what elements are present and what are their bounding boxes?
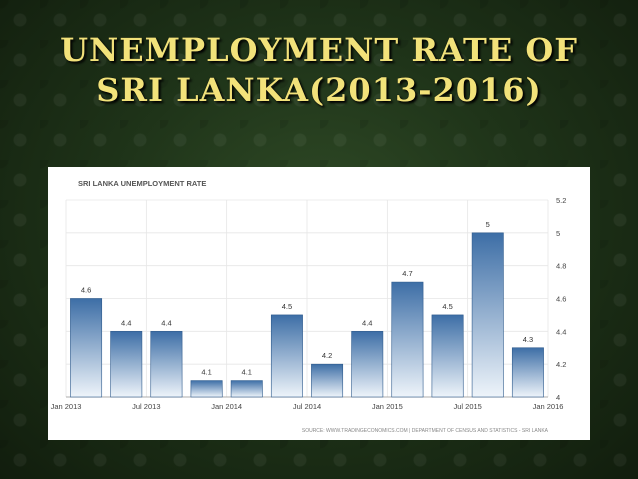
chart-title: SRI LANKA UNEMPLOYMENT RATE — [78, 179, 206, 188]
x-tick-label: Jan 2016 — [533, 402, 564, 411]
bar-value-label: 4.4 — [121, 318, 131, 327]
y-tick-label: 4.2 — [556, 360, 566, 369]
bar — [150, 331, 183, 398]
bar-value-label: 4.3 — [523, 335, 533, 344]
bar-value-label: 4.1 — [201, 368, 211, 377]
slide-title: UNEMPLOYMENT RATE OF SRI LANKA(2013-2016… — [0, 30, 638, 110]
bar — [70, 298, 103, 398]
x-tick-label: Jul 2013 — [132, 402, 160, 411]
chart-source: SOURCE: WWW.TRADINGECONOMICS.COM | DEPAR… — [302, 428, 549, 434]
x-tick-label: Jan 2015 — [372, 402, 403, 411]
unemployment-bar-chart: SRI LANKA UNEMPLOYMENT RATE 4.6 4.4 4.4 4.1… — [51, 179, 567, 434]
y-tick-label: 4.6 — [556, 295, 566, 304]
bar-value-label: 5 — [486, 220, 490, 229]
y-tick-label: 4.4 — [556, 327, 566, 336]
bar — [311, 363, 344, 398]
bar — [351, 331, 384, 398]
y-tick-label: 5 — [556, 229, 560, 238]
bar-value-label: 4.6 — [81, 286, 91, 295]
chart-value-labels: 4.6 4.4 4.4 4.1 4.1 4.5 4.2 4.4 4.7 4.5 5 4.3 — [81, 220, 533, 377]
bar-value-label: 4.4 — [362, 318, 372, 327]
chart-panel: SRI LANKA UNEMPLOYMENT RATE 4.6 4.4 4.4 4.1… — [48, 167, 590, 440]
chart-grid — [65, 199, 549, 398]
x-tick-label: Jul 2014 — [293, 402, 321, 411]
x-tick-label: Jan 2013 — [51, 402, 82, 411]
y-tick-label: 5.2 — [556, 196, 566, 205]
bar-value-label: 4.5 — [282, 302, 292, 311]
bar-value-label: 4.1 — [242, 368, 252, 377]
bar-value-label: 4.4 — [161, 318, 171, 327]
x-tick-label: Jul 2015 — [453, 402, 481, 411]
bar — [230, 380, 263, 398]
bar-value-label: 4.7 — [402, 269, 412, 278]
y-tick-label: 4.8 — [556, 262, 566, 271]
bar-value-label: 4.5 — [442, 302, 452, 311]
bar — [511, 347, 544, 398]
slide-title-line-1: UNEMPLOYMENT RATE OF — [60, 31, 578, 69]
chart-y-ticks: 4 4.2 4.4 4.6 4.8 5 5.2 — [556, 196, 566, 402]
slide-title-line-2: SRI LANKA(2013-2016) — [96, 71, 542, 109]
bar — [190, 380, 223, 398]
chart-x-ticks: Jan 2013 Jul 2013 Jan 2014 Jul 2014 Jan 2015… — [51, 402, 564, 411]
bar — [110, 331, 143, 398]
bar — [431, 314, 464, 398]
bar — [391, 281, 424, 398]
bar-value-label: 4.2 — [322, 351, 332, 360]
chart-bars — [70, 232, 544, 398]
y-tick-label: 4 — [556, 393, 560, 402]
bar — [471, 232, 504, 398]
bar — [270, 314, 303, 398]
x-tick-label: Jan 2014 — [211, 402, 242, 411]
